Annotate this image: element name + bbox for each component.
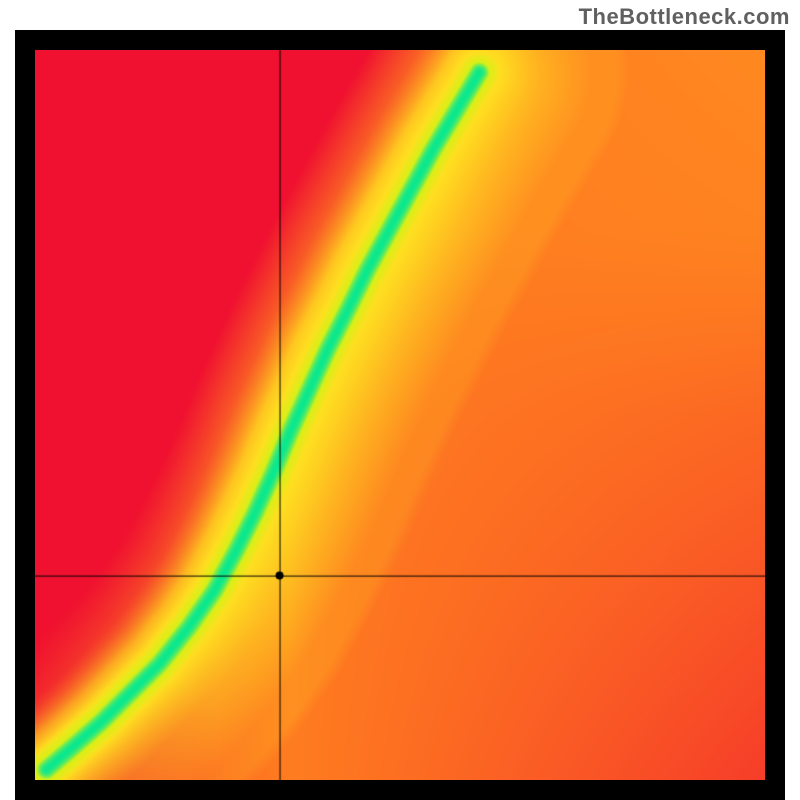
heatmap-plot-area [35, 50, 765, 780]
watermark-text: TheBottleneck.com [579, 4, 790, 30]
heatmap-canvas [35, 50, 765, 780]
chart-outer-frame [15, 30, 785, 800]
